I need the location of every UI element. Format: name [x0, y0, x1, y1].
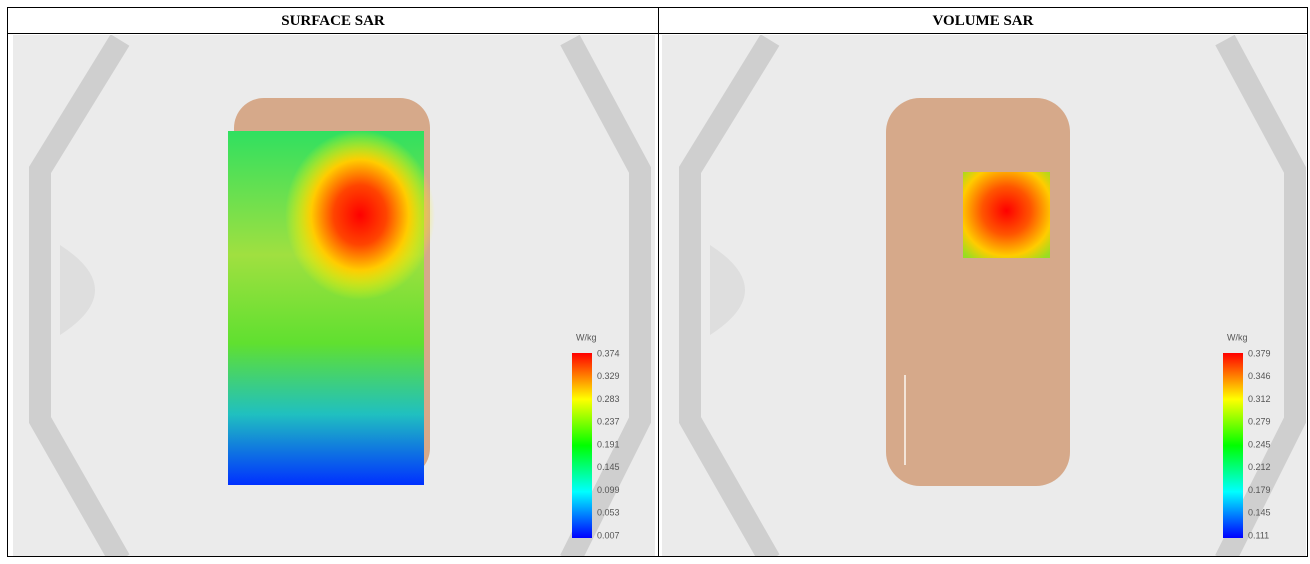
- legend-label: 0.245: [1248, 439, 1271, 449]
- legend-label: 0.145: [597, 462, 620, 472]
- legend-label: 0.191: [597, 439, 620, 449]
- header-cell: SURFACE SAR: [281, 13, 385, 29]
- legend-label: 0.374: [597, 348, 620, 358]
- legend-label: 0.379: [1248, 348, 1271, 358]
- legend-label: 0.279: [1248, 417, 1271, 427]
- table-border: [7, 7, 1308, 557]
- volume-render: [662, 35, 1306, 556]
- legend-label: 0.145: [1248, 508, 1271, 518]
- header-cell: VOLUME SAR: [933, 13, 1034, 29]
- legend-label: 0.179: [1248, 485, 1271, 495]
- surface-render: [13, 35, 655, 556]
- legend-label: 0.312: [1248, 394, 1271, 404]
- legend-unit: W/kg: [1227, 332, 1248, 342]
- legend-label: 0.007: [597, 530, 620, 540]
- legend-label: 0.329: [597, 371, 620, 381]
- legend-label: 0.053: [597, 508, 620, 518]
- legend-label: 0.237: [597, 417, 620, 427]
- legend-label: 0.111: [1248, 530, 1269, 540]
- legend-label: 0.099: [597, 485, 620, 495]
- legend-label: 0.212: [1248, 462, 1271, 472]
- legends: W/kg0.3740.3290.2830.2370.1910.1450.0990…: [576, 332, 1271, 540]
- legend-label: 0.346: [1248, 371, 1271, 381]
- legend-unit: W/kg: [576, 332, 597, 342]
- legend-label: 0.283: [597, 394, 620, 404]
